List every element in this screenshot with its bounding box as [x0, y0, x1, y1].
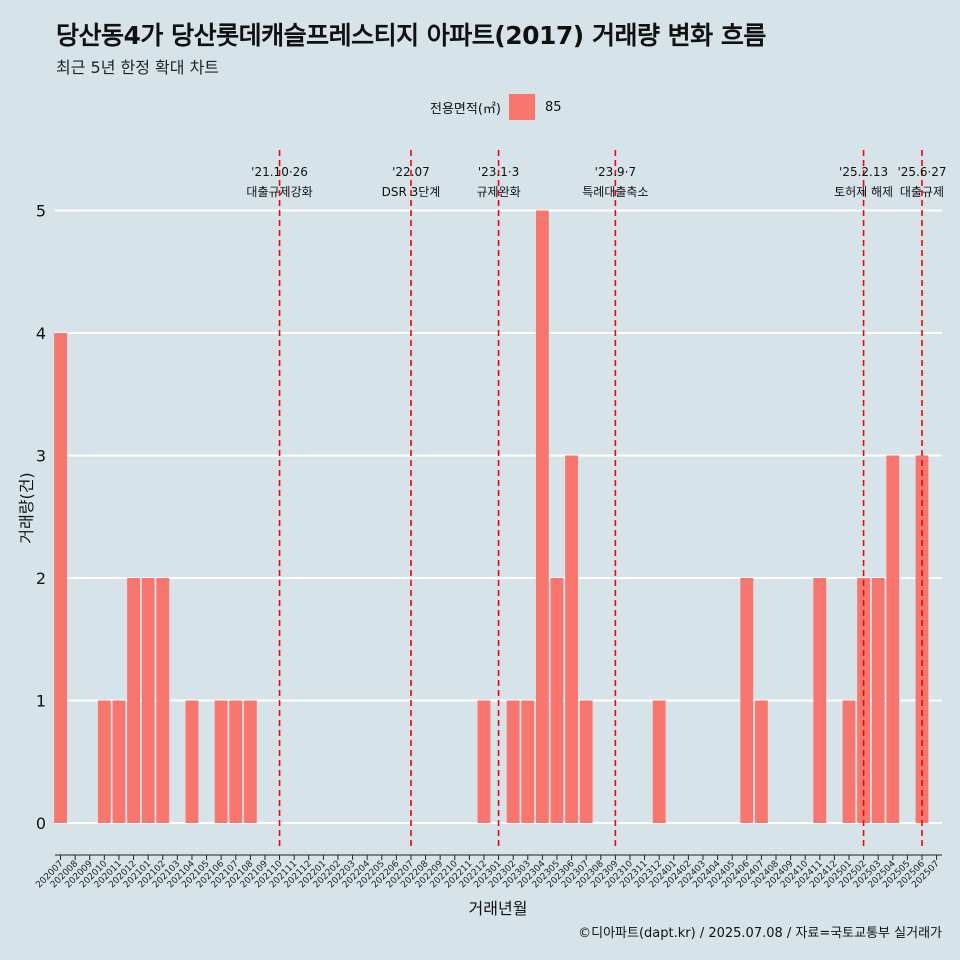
bar [243, 700, 257, 823]
bar [477, 700, 491, 823]
bar [112, 700, 126, 823]
y-axis-title: 거래량(건) [17, 472, 36, 543]
bar [54, 333, 67, 823]
legend-title: 전용면적(㎡) [430, 101, 501, 117]
bar [842, 700, 856, 823]
event-date-label: '21.10·26 [251, 165, 308, 179]
bar [886, 455, 900, 823]
bar [871, 578, 885, 823]
legend-swatch [508, 94, 535, 120]
bar [579, 700, 593, 823]
bar [214, 700, 228, 823]
event-label: DSR 3단계 [382, 185, 441, 199]
bar [915, 455, 929, 823]
event-label: 규제완화 [476, 185, 520, 199]
source-caption: ©디아파트(dapt.kr) / 2025.07.08 / 자료=국토교통부 실… [578, 926, 942, 941]
bar [813, 578, 827, 823]
y-tick-label: 4 [36, 324, 46, 343]
event-label: 대출규제강화 [246, 185, 312, 199]
bar [156, 578, 170, 823]
legend: 전용면적(㎡) 85 [430, 94, 562, 120]
bar [550, 578, 564, 823]
chart-subtitle: 최근 5년 한정 확대 차트 [56, 58, 220, 77]
bar [521, 700, 535, 823]
event-date-label: '25.6·27 [897, 165, 946, 179]
event-date-label: '23.9·7 [595, 165, 636, 179]
bar [754, 700, 768, 823]
bar [506, 700, 520, 823]
y-tick-label: 2 [36, 569, 46, 588]
legend-label: 85 [544, 99, 562, 115]
y-tick-label: 3 [36, 447, 46, 466]
event-label: 토허제 해제 [834, 185, 893, 199]
event-label: 대출규제 [900, 185, 944, 199]
event-date-label: '22.07 [392, 165, 430, 179]
chart-title: 당산동4가 당산롯데캐슬프레스티지 아파트(2017) 거래량 변화 흐름 [56, 21, 766, 50]
bar [740, 578, 754, 823]
bar [127, 578, 140, 823]
event-date-label: '23.1·3 [478, 165, 519, 179]
bar [141, 578, 155, 823]
bar [565, 455, 579, 823]
event-label: 특례대출축소 [582, 185, 648, 199]
bar [229, 700, 243, 823]
bar [535, 210, 549, 823]
bar [185, 700, 199, 823]
x-axis-title: 거래년월 [469, 899, 528, 918]
y-tick-label: 1 [36, 692, 46, 711]
bar [97, 700, 111, 823]
y-tick-label: 0 [36, 814, 46, 833]
event-date-label: '25.2.13 [839, 165, 888, 179]
bar [652, 700, 666, 823]
y-tick-label: 5 [36, 202, 46, 221]
